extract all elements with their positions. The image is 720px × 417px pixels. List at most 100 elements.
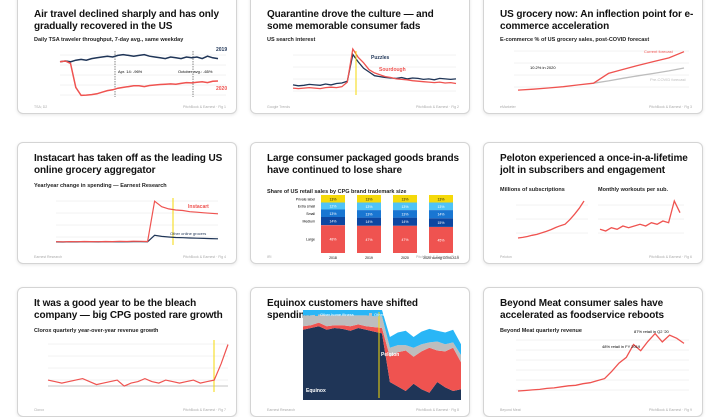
data-label: 13% <box>401 212 408 216</box>
card-grocery-ecommerce[interactable]: US grocery now: An inflection point for … <box>483 0 703 114</box>
series-line <box>517 332 685 392</box>
series-line <box>55 200 219 243</box>
data-label: 13% <box>365 197 372 201</box>
chart-grid <box>48 343 228 381</box>
card-quarantine-fads[interactable]: Quarantine drove the culture — and some … <box>250 0 470 114</box>
card-title: Equinox customers have shifted spending <box>267 298 418 321</box>
footer-credit: PitchBook & Earnest · Fig 7 <box>183 408 226 412</box>
footer-source: Google Trends <box>267 105 290 109</box>
data-label: 45% <box>437 239 444 243</box>
area-other-home-fitness <box>303 310 461 355</box>
chart-beyond-meat: 87% retail in Q2 '20 48% retail in FY 20… <box>516 329 689 392</box>
data-label: 12% <box>329 205 336 209</box>
footer-credit: PitchBook & Earnest · Fig 4 <box>183 255 226 259</box>
bar-segment <box>393 225 417 253</box>
data-label: 13% <box>437 205 444 209</box>
card-subtitle: Share of US retail sales by CPG brand tr… <box>267 189 407 195</box>
segment-name: Small <box>306 212 315 216</box>
card-cpg-brands[interactable]: Large consumer packaged goods brands hav… <box>250 142 470 264</box>
data-label: 14% <box>329 220 336 224</box>
footer-source: Beyond Meat <box>500 408 521 412</box>
card-subtitle: Year/year change in spending — Earnest R… <box>34 183 167 189</box>
chart-grocery-ecommerce: 10.2% in 2020 Current forecast Pre-COVID… <box>514 49 689 91</box>
series-line <box>47 344 229 387</box>
stacked-bars <box>321 195 453 253</box>
data-label: 14% <box>401 220 408 224</box>
series-line <box>59 53 219 63</box>
legend-swatch-gyms <box>369 313 372 316</box>
data-label: 13% <box>365 205 372 209</box>
bar-segment <box>393 217 417 226</box>
legend-other-gyms: Other gyms and workout classes <box>374 312 432 317</box>
chart-grid <box>516 339 689 391</box>
footer-credit: PitchBook & Earnest · Fig 6 <box>649 255 692 259</box>
card-subtitle: Daily TSA traveler throughput, 7-day avg… <box>34 37 184 43</box>
card-title: It was a good year to be the bleach comp… <box>34 298 223 321</box>
footer-credit: PitchBook & Earnest · Fig 5 <box>416 255 459 259</box>
annotation-q2: 87% retail in Q2 '20 <box>634 329 670 334</box>
bar-segment <box>429 218 453 227</box>
legend-puzzles: Puzzles <box>371 55 390 61</box>
data-label: 47% <box>401 238 408 242</box>
bar-segment <box>357 195 381 203</box>
category-label: 2018 <box>329 256 337 260</box>
footer-source: eMarketer <box>500 105 516 109</box>
card-subtitle: Clorox quarterly year-over-year revenue … <box>34 328 159 334</box>
segment-name: Medium <box>303 220 316 224</box>
label-equinox: Equinox <box>306 388 326 394</box>
card-clorox[interactable]: It was a good year to be the bleach comp… <box>17 287 237 417</box>
footer-source: Earnest Research <box>267 408 296 412</box>
bar-segment <box>429 210 453 219</box>
bar-segment <box>321 217 345 226</box>
label-peloton: Peloton <box>381 352 399 358</box>
chart-equinox: Other home fitness Other gyms and workou… <box>303 310 461 400</box>
chart-cpg-brands: 48% 14% 13% 12% 13% 47% 14% 13% 13% 13% 47% 14% 13% 1… <box>296 195 459 260</box>
bar-segment <box>393 210 417 218</box>
card-peloton[interactable]: Peloton experienced a once-in-a-lifetime… <box>483 142 703 264</box>
legend-swatch-home <box>315 313 318 316</box>
area-layers <box>303 310 461 400</box>
card-instacart[interactable]: Instacart has taken off as the leading U… <box>17 142 237 264</box>
footer-source: Clorox <box>34 408 45 412</box>
footer-source: Earnest Research <box>34 255 63 259</box>
bar-segment <box>321 209 345 217</box>
category-labels: 2018 2019 2020 2020 during COVID-19 <box>329 256 459 260</box>
series-line <box>59 60 219 97</box>
data-label: 47% <box>365 238 372 242</box>
chart-air-travel: Apr. 14: -96% October avg.: -65% 2019 20… <box>59 47 227 97</box>
segment-name: Private label <box>296 197 315 201</box>
bar-segment <box>429 195 453 203</box>
bar-segment <box>357 202 381 210</box>
bar-segment <box>321 195 345 203</box>
card-title: US grocery now: An inflection point for … <box>500 9 694 32</box>
legend-2020: 2020 <box>216 86 227 92</box>
data-label: 14% <box>437 213 444 217</box>
chart-quarantine-fads: Puzzles Sourdough <box>292 47 457 95</box>
card-subtitle-right: Monthly workouts per sub. <box>598 187 668 193</box>
chart-grid <box>516 204 684 234</box>
legend-2019: 2019 <box>216 47 227 53</box>
series-line <box>292 47 457 90</box>
series-line <box>599 199 681 232</box>
card-air-travel[interactable]: Air travel declined sharply and has only… <box>17 0 237 114</box>
card-beyond-meat[interactable]: Beyond Meat consumer sales have accelera… <box>483 287 703 417</box>
segment-name: Large <box>306 238 315 242</box>
category-label: 2019 <box>365 256 373 260</box>
legend-other: Other online grocers <box>170 231 206 236</box>
card-title: Quarantine drove the culture — and some … <box>267 9 434 32</box>
data-label: 13% <box>329 212 336 216</box>
bar-segment <box>321 225 345 253</box>
bar-segment <box>429 202 453 210</box>
area-other-gyms-and-workout-classes <box>303 314 461 363</box>
bar-segment <box>429 226 453 253</box>
series-line <box>517 51 685 91</box>
card-subtitle: E-commerce % of US grocery sales, post-C… <box>500 37 650 43</box>
card-equinox[interactable]: Equinox customers have shifted spending … <box>250 287 470 417</box>
card-title: Air travel declined sharply and has only… <box>34 9 219 32</box>
annotation-oct: October avg.: -65% <box>178 69 213 74</box>
chart-grid <box>60 54 226 96</box>
category-label: 2020 <box>401 256 409 260</box>
chart-instacart: Instacart Other online grocers <box>55 198 219 245</box>
data-label: 13% <box>437 197 444 201</box>
series-line <box>292 52 457 87</box>
